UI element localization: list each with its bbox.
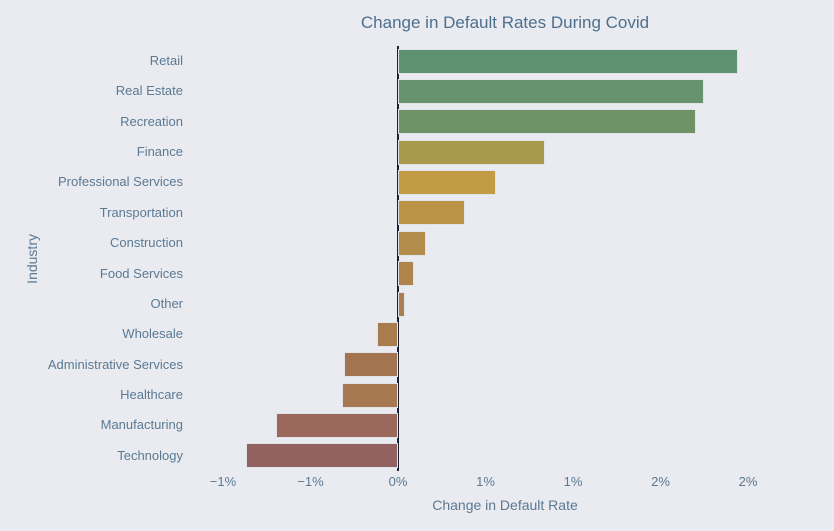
y-tick-label-other: Other	[150, 295, 183, 311]
bar-wholesale	[377, 321, 398, 347]
bar-administrative-services	[343, 352, 398, 378]
y-tick-label-transportation: Transportation	[99, 204, 183, 220]
y-tick-label-manufacturing: Manufacturing	[100, 417, 183, 433]
y-tick-label-food-services: Food Services	[99, 265, 183, 281]
x-axis-title: Change in Default Rate	[432, 497, 578, 513]
bar-professional-services	[398, 170, 496, 196]
y-tick-label-finance: Finance	[136, 144, 183, 160]
bar-finance	[398, 139, 545, 165]
bar-transportation	[398, 200, 465, 226]
bar-construction	[398, 230, 426, 256]
x-tick-label: 2%	[651, 474, 670, 489]
x-tick-label: 1%	[476, 474, 495, 489]
y-tick-label-recreation: Recreation	[120, 113, 183, 129]
bar-food-services	[398, 261, 414, 287]
y-tick-label-retail: Retail	[149, 53, 183, 68]
x-tick-label: −1%	[297, 474, 324, 489]
y-tick-label-healthcare: Healthcare	[120, 386, 183, 402]
y-tick-label-professional-services: Professional Services	[58, 174, 183, 190]
bar-healthcare	[342, 382, 398, 408]
y-tick-label-administrative-services: Administrative Services	[47, 356, 183, 372]
bar-other	[398, 291, 405, 317]
bar-technology	[245, 443, 398, 469]
y-tick-label-construction: Construction	[110, 235, 183, 251]
y-tick-label-technology: Technology	[117, 447, 183, 463]
chart-title: Change in Default Rates During Covid	[360, 13, 650, 32]
bar-retail	[398, 48, 738, 74]
y-tick-label-wholesale: Wholesale	[122, 326, 183, 342]
bar-real-estate	[398, 79, 705, 105]
bar-manufacturing	[275, 412, 398, 438]
x-axis-tick-labels: −1% −1% 0% 1% 1% 2% 2%	[190, 474, 820, 492]
x-tick-label: −1%	[209, 474, 237, 489]
x-tick-label: 1%	[563, 474, 583, 489]
y-tick-label-real-estate: Real Estate	[115, 83, 183, 99]
zero-line	[397, 46, 399, 471]
bar-recreation	[398, 109, 696, 135]
y-axis-tick-labels: Retail Real Estate Recreation Finance Profes…	[0, 46, 183, 471]
x-tick-label: 2%	[738, 474, 758, 489]
plot-area	[190, 46, 820, 471]
x-tick-label: 0%	[388, 474, 408, 489]
